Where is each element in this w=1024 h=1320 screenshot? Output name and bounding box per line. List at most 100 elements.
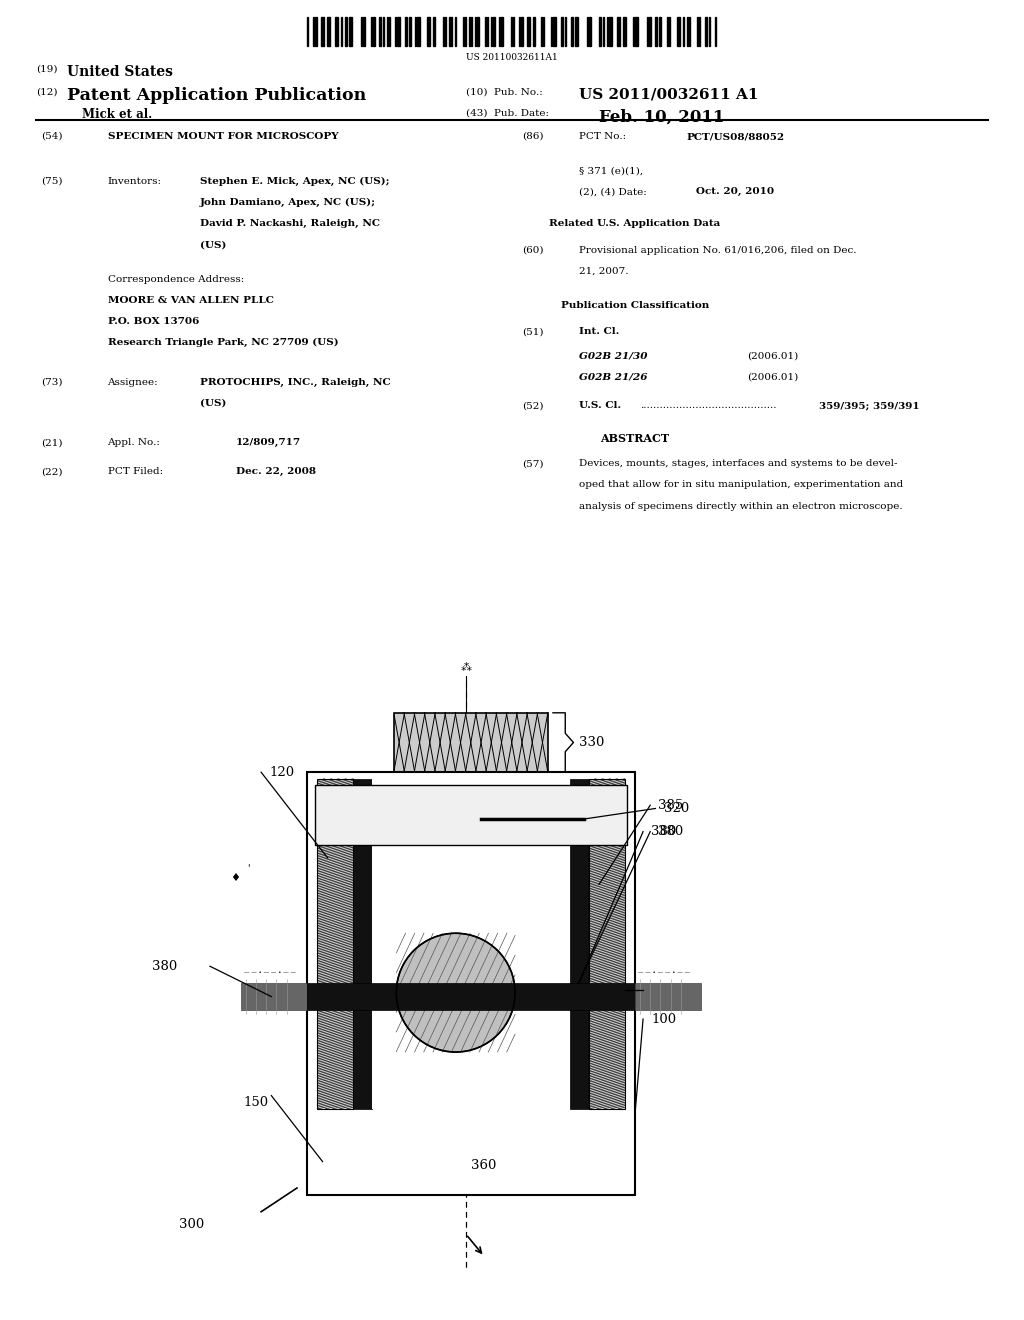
Text: Inventors:: Inventors: [108,177,162,186]
Bar [315,785,627,845]
Text: Publication Classification: Publication Classification [561,301,709,310]
Bar [463,17,464,46]
Text: Int. Cl.: Int. Cl. [579,327,618,337]
Text: § 371 (e)(1),: § 371 (e)(1), [579,166,643,176]
Text: US 2011/0032611 A1: US 2011/0032611 A1 [579,87,758,102]
Text: 360: 360 [471,1159,497,1172]
Text: 359/395; 359/391: 359/395; 359/391 [819,401,920,411]
Bar [383,17,384,46]
Bar [574,17,579,46]
Text: 150: 150 [244,1096,269,1109]
Text: ⁂: ⁂ [461,663,471,673]
Bar [471,17,472,46]
Text: oped that allow for in situ manipulation, experimentation and: oped that allow for in situ manipulation… [579,480,903,490]
Text: ': ' [248,863,250,874]
Bar [450,17,453,46]
Bar [689,17,690,46]
Bar [389,17,390,46]
Bar [543,17,544,46]
Text: ..........................................: ........................................… [640,401,776,411]
Text: United States: United States [67,65,173,79]
Bar [519,17,520,46]
Bar [589,17,591,46]
Bar [394,713,548,772]
Text: MOORE & VAN ALLEN PLLC: MOORE & VAN ALLEN PLLC [108,296,273,305]
Bar [527,17,530,46]
Bar [443,17,444,46]
Bar [570,779,589,1109]
Text: — — • — — • — —: — — • — — • — — [244,970,296,975]
Bar [599,17,601,46]
Bar [465,17,466,46]
Text: G02B 21/26: G02B 21/26 [579,372,647,381]
Text: US 20110032611A1: US 20110032611A1 [466,53,558,62]
Bar [521,17,523,46]
Bar [669,17,670,46]
Bar [349,17,352,46]
Text: Oct. 20, 2010: Oct. 20, 2010 [696,187,774,197]
Bar [553,17,556,46]
Text: (57): (57) [522,459,544,469]
Bar [307,772,635,1195]
Text: (75): (75) [41,177,62,186]
Bar [635,17,638,46]
Text: ABSTRACT: ABSTRACT [600,433,670,444]
Bar [655,17,657,46]
Bar [667,17,668,46]
Bar [565,17,566,46]
Bar [345,17,347,46]
Text: (51): (51) [522,327,544,337]
Bar [589,779,625,1109]
Bar [406,17,408,46]
Bar [475,17,476,46]
Text: 380: 380 [651,825,677,838]
Text: ♦: ♦ [230,873,241,883]
Text: SPECIMEN MOUNT FOR MICROSCOPY: SPECIMEN MOUNT FOR MICROSCOPY [108,132,338,141]
Text: Patent Application Publication: Patent Application Publication [67,87,366,104]
Bar [372,779,570,1109]
Text: (2), (4) Date:: (2), (4) Date: [579,187,646,197]
Bar [322,17,325,46]
Text: 320: 320 [664,803,689,814]
Text: PCT No.:: PCT No.: [579,132,626,141]
Bar [397,17,400,46]
Text: Related U.S. Application Data: Related U.S. Application Data [549,219,721,228]
Bar [635,983,701,1010]
Bar [658,17,662,46]
Bar [415,17,416,46]
Bar [313,17,314,46]
Bar [698,17,700,46]
Text: 21, 2007.: 21, 2007. [579,267,628,276]
Bar [315,17,317,46]
Text: Correspondence Address:: Correspondence Address: [108,275,244,284]
Bar [499,17,500,46]
Bar [307,17,308,46]
Bar [541,17,542,46]
Bar [513,17,514,46]
Text: 385: 385 [658,799,684,812]
Text: 120: 120 [269,766,295,779]
Text: 100: 100 [651,1012,677,1026]
Bar [341,17,342,46]
Ellipse shape [396,933,515,1052]
Text: (2006.01): (2006.01) [748,351,799,360]
Bar [487,17,488,46]
Bar [616,17,621,46]
Text: (2006.01): (2006.01) [748,372,799,381]
Text: (73): (73) [41,378,62,387]
Text: Mick et al.: Mick et al. [82,108,153,121]
Bar [455,17,456,46]
Bar [469,17,470,46]
Bar [705,17,707,46]
Text: PCT Filed:: PCT Filed: [108,467,163,477]
Text: — — • — — • — —: — — • — — • — — [638,970,690,975]
Text: (54): (54) [41,132,62,141]
Text: (43)  Pub. Date:: (43) Pub. Date: [466,108,549,117]
Bar [677,17,680,46]
Bar [427,17,430,46]
Bar [317,779,353,1109]
Text: 380: 380 [658,825,684,838]
Bar [335,17,339,46]
Text: PCT/US08/88052: PCT/US08/88052 [686,132,784,141]
Text: (86): (86) [522,132,544,141]
